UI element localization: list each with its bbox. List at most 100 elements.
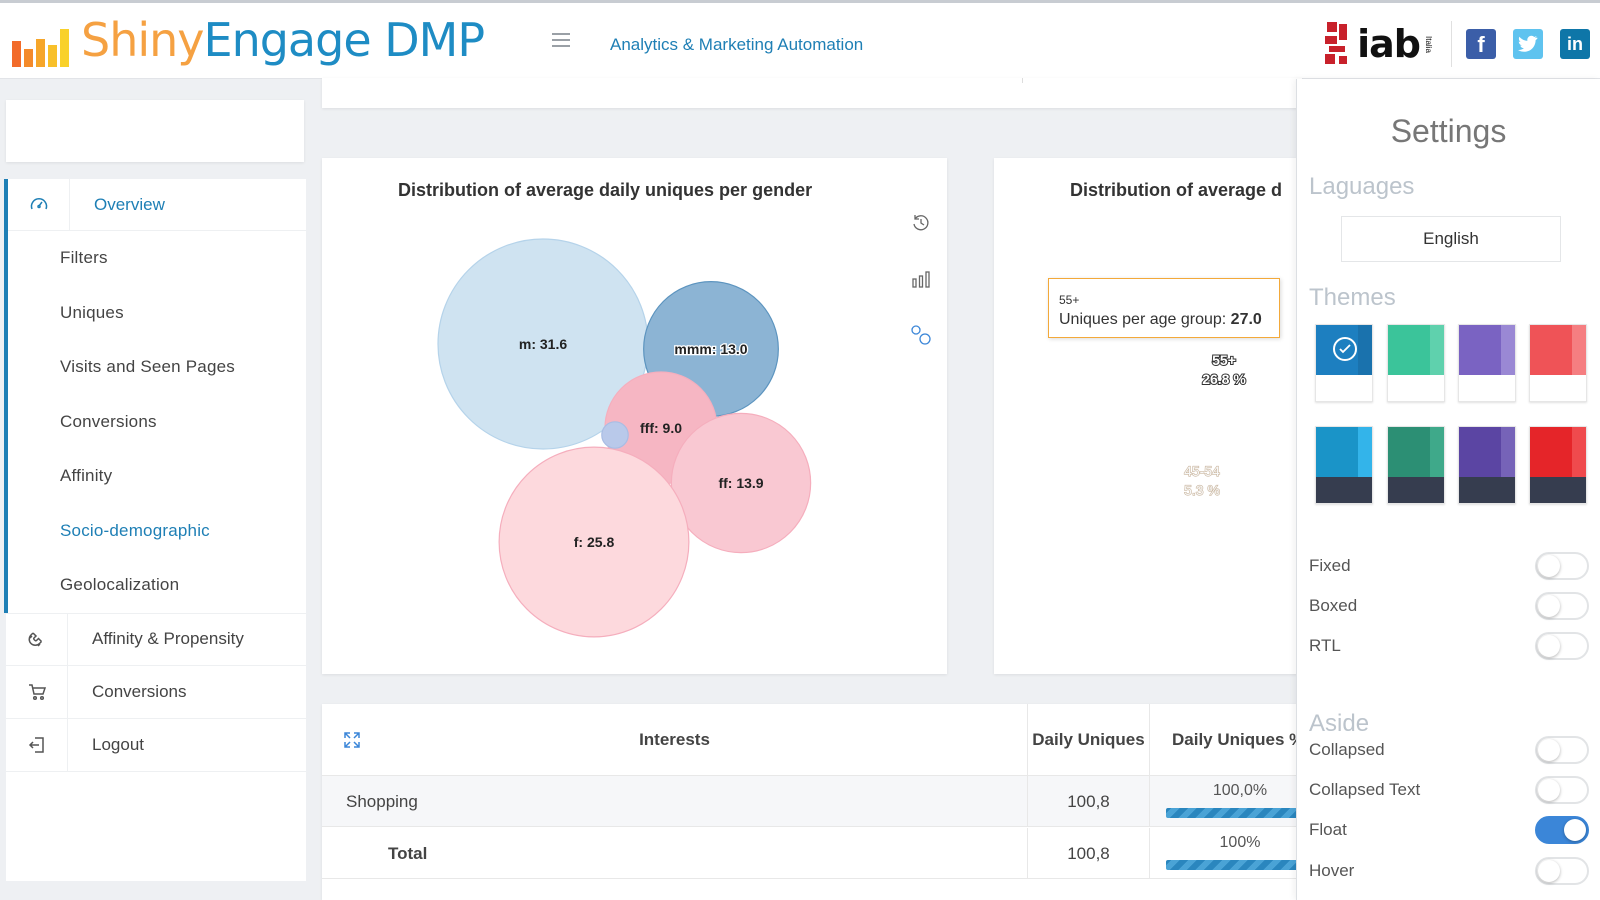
bubble-small[interactable]: [601, 421, 629, 449]
age-chart-card: Distribution of average d 55+ 26.8 % 45-54…: [994, 158, 1314, 674]
theme-swatch-purple-dark[interactable]: [1458, 426, 1516, 504]
sidebar-subitem-label: Geolocalization: [60, 575, 180, 595]
column-header-interests[interactable]: Interests: [322, 704, 1027, 776]
theme-swatch-purple-light[interactable]: [1458, 324, 1516, 402]
cell-interest: Total: [388, 843, 428, 863]
menu-toggle-icon[interactable]: [552, 33, 570, 47]
column-header-label: Daily Uniques: [1032, 730, 1145, 749]
bubble-m[interactable]: m: 31.6: [437, 238, 649, 450]
option-row-fixed: Fixed: [1309, 549, 1589, 583]
pie-slice-label: 45-54: [1184, 463, 1220, 479]
sidebar-item-label: Conversions: [92, 681, 187, 701]
toggle-fixed[interactable]: [1535, 552, 1589, 580]
sidebar-subitem-uniques[interactable]: Uniques: [8, 286, 306, 341]
bubble-circle: [670, 412, 812, 554]
column-header-daily-uniques[interactable]: Daily Uniques: [1027, 704, 1149, 776]
option-row-hover: Hover: [1309, 854, 1589, 888]
toggle-hover[interactable]: [1535, 857, 1589, 885]
table-header: Interests Daily Uniques Daily Uniques %: [322, 704, 1304, 776]
sidebar-subitem-socio-demographic[interactable]: Socio-demographic: [8, 504, 306, 559]
option-label: Collapsed Text: [1309, 780, 1421, 799]
bubble-ff[interactable]: ff: 13.9: [670, 412, 812, 554]
gender-bubble-chart: m: 31.6 mmm: 13.0 fff: 9.0 ff: 13.9 f: 25.8: [437, 238, 812, 638]
theme-swatch-red-light[interactable]: [1529, 324, 1587, 402]
brand-divider: [1451, 21, 1452, 67]
theme-swatch-blue-dark[interactable]: [1315, 426, 1373, 504]
table-row[interactable]: Shopping 100,8 100,0%: [322, 776, 1314, 827]
settings-title: Settings: [1390, 113, 1507, 149]
cart-icon: [6, 665, 68, 718]
bubble-label: m: 31.6: [519, 336, 567, 352]
logo-text-shiny: Shiny: [81, 13, 205, 67]
cell-interest: Shopping: [346, 791, 418, 811]
sidebar-item-logout[interactable]: Logout: [6, 718, 306, 772]
facebook-icon[interactable]: f: [1466, 29, 1496, 59]
sidebar-item-overview[interactable]: Overview: [8, 179, 306, 231]
theme-swatch-teal-dark[interactable]: [1387, 426, 1445, 504]
bubble-circle: [601, 421, 629, 449]
option-row-collapsed: Collapsed: [1309, 733, 1589, 767]
sidebar-item-conversions[interactable]: Conversions: [6, 665, 306, 719]
toggle-rtl[interactable]: [1535, 632, 1589, 660]
theme-swatch-teal-light[interactable]: [1387, 324, 1445, 402]
age-pie-chart: 55+ 26.8 % 45-54 5.3 %: [1183, 351, 1247, 499]
bubble-label: f: 25.8: [574, 534, 615, 550]
toggle-float[interactable]: [1535, 816, 1589, 844]
iab-logo-sub: Italia: [1424, 35, 1433, 53]
theme-swatch-red-dark[interactable]: [1529, 426, 1587, 504]
header-brands: iab Italia f in: [1323, 21, 1600, 67]
chart-tooltip: 55+ Uniques per age group: 27.0: [1048, 278, 1280, 338]
header-tagline: Analytics & Marketing Automation: [610, 35, 864, 54]
bar-chart-icon[interactable]: [909, 266, 933, 292]
chart-tools: [909, 210, 933, 348]
sidebar-item-label: Logout: [92, 734, 144, 754]
themes-label: Themes: [1309, 284, 1396, 311]
cell-daily-uniques-pct: 100,0%: [1149, 776, 1314, 827]
logout-icon: [6, 718, 68, 771]
pct-text: 100,0%: [1212, 782, 1268, 799]
logo-text: ShinyEngage DMP: [81, 13, 485, 67]
toggle-collapsed[interactable]: [1535, 736, 1589, 764]
interests-table: Interests Daily Uniques Daily Uniques % …: [322, 704, 1314, 900]
restore-icon[interactable]: [909, 210, 933, 236]
sidebar-item-label: Affinity & Propensity: [92, 629, 244, 648]
sidebar-subitem-visits[interactable]: Visits and Seen Pages: [8, 340, 306, 395]
language-select[interactable]: English: [1341, 216, 1561, 262]
table-row-total[interactable]: Total 100,8 100%: [322, 828, 1314, 879]
bubble-label: mmm: 13.0: [674, 341, 747, 357]
gender-chart-title: Distribution of average daily uniques pe…: [398, 180, 813, 200]
sidebar-subitem-affinity[interactable]: Affinity: [8, 449, 306, 504]
twitter-icon[interactable]: [1513, 29, 1543, 59]
pct-text: 100%: [1219, 834, 1261, 851]
pct-bar: [1166, 860, 1314, 870]
iab-logo: iab: [1357, 22, 1421, 66]
sidebar-subitem-conversions[interactable]: Conversions: [8, 395, 306, 450]
option-label: Boxed: [1309, 596, 1358, 615]
pie-slice-percent: 26.8 %: [1202, 371, 1246, 387]
bubble-f[interactable]: f: 25.8: [498, 446, 690, 638]
linkedin-icon[interactable]: in: [1560, 29, 1590, 59]
toggle-collapsed-text[interactable]: [1535, 776, 1589, 804]
cell-daily-uniques-pct: 100%: [1149, 828, 1314, 879]
option-label: Fixed: [1309, 556, 1351, 575]
toggle-boxed[interactable]: [1535, 592, 1589, 620]
sidebar-subitem-filters[interactable]: Filters: [8, 231, 306, 286]
option-label: Collapsed: [1309, 740, 1385, 759]
option-label: Hover: [1309, 861, 1355, 880]
expand-icon[interactable]: [342, 730, 362, 750]
scatter-icon[interactable]: [909, 322, 933, 348]
theme-swatch-blue-light[interactable]: [1315, 324, 1373, 402]
sidebar-subitem-geolocalization[interactable]: Geolocalization: [8, 558, 306, 613]
sidebar-item-affinity-propensity[interactable]: Affinity & Propensity: [6, 612, 306, 666]
bubble-label: fff: 9.0: [640, 420, 682, 436]
iab-mark-icon: [1323, 22, 1349, 66]
cell-daily-uniques: 100,8: [1027, 776, 1149, 827]
column-header-daily-uniques-pct[interactable]: Daily Uniques %: [1149, 704, 1309, 776]
tooltip-label: 55+: [1059, 293, 1080, 307]
app-logo[interactable]: ShinyEngage DMP: [12, 13, 485, 67]
magnet-icon: [6, 613, 68, 665]
pie-slice-percent: 5.3 %: [1184, 482, 1220, 498]
sidebar-subitem-label: Visits and Seen Pages: [60, 357, 235, 377]
languages-label: Laguages: [1309, 173, 1415, 200]
tooltip-value-line: Uniques per age group: 27.0: [1059, 311, 1279, 329]
